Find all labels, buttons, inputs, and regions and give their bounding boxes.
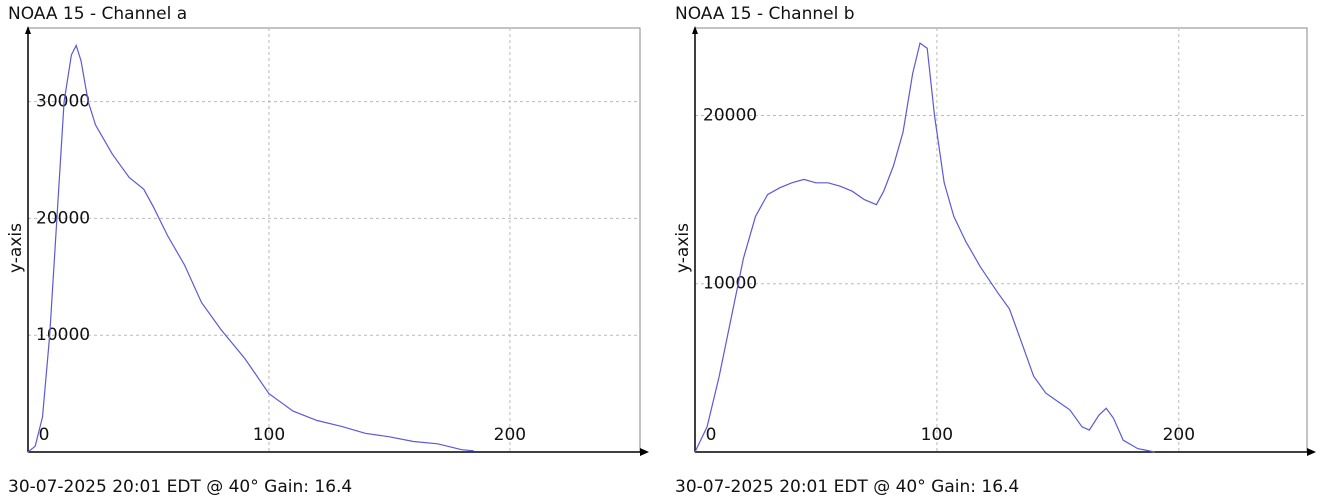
y-axis-label: y-axis [6, 223, 26, 273]
footer: 30-07-2025 20:01 EDT @ 40° Gain: 16.4 [675, 477, 1019, 497]
x-tick-label: 0 [706, 425, 717, 445]
y-tick-label: 10000 [703, 274, 757, 294]
plot-area [27, 27, 641, 453]
y-tick-label: 30000 [36, 92, 90, 112]
x-tick-label: 100 [921, 425, 953, 445]
data-line [27, 43, 474, 453]
x-tick-label: 200 [1163, 425, 1195, 445]
x-tick-label: 200 [494, 425, 526, 445]
plot-area [694, 27, 1308, 453]
y-axis-label: y-axis [673, 223, 693, 273]
y-tick-label: 20000 [703, 105, 757, 125]
y-tick-label: 20000 [36, 208, 90, 228]
chart-title: NOAA 15 - Channel b [675, 4, 855, 24]
y-axis-arrow [25, 26, 31, 34]
footer: 30-07-2025 20:01 EDT @ 40° Gain: 16.4 [8, 477, 352, 497]
chart-title: NOAA 15 - Channel a [8, 4, 187, 24]
x-axis-arrow [1307, 448, 1316, 456]
x-tick-label: 0 [39, 425, 50, 445]
x-axis-arrow [640, 448, 649, 456]
y-axis-arrow [692, 26, 698, 34]
data-line [694, 42, 1155, 453]
y-tick-label: 10000 [36, 325, 90, 345]
x-tick-label: 100 [253, 425, 285, 445]
